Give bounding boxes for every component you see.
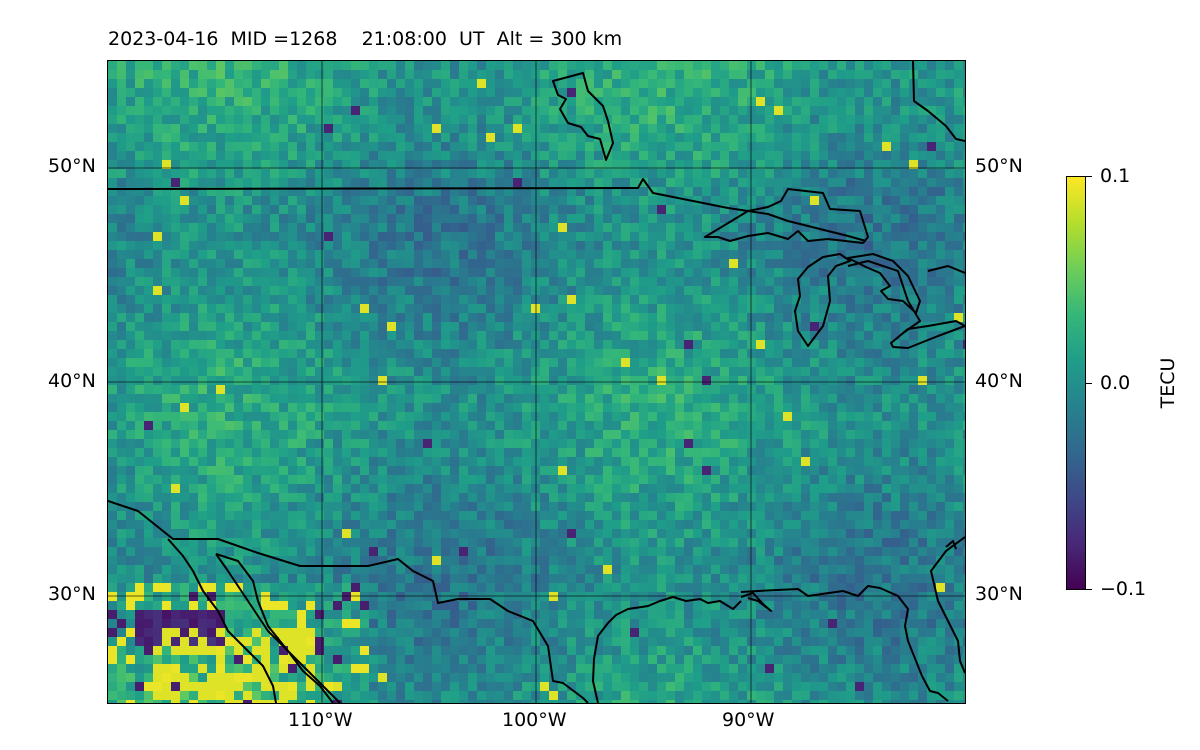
colorbar <box>1066 176 1086 590</box>
colorbar-label-mid: 0.0 <box>1100 372 1131 394</box>
lat-label-50-right: 50°N <box>975 155 1023 177</box>
tec-map-svg <box>108 61 965 703</box>
lake-michigan <box>794 253 851 347</box>
lat-label-40-left: 40°N <box>48 370 96 392</box>
baja-peninsula <box>167 538 277 703</box>
lat-label-30-left: 30°N <box>48 583 96 605</box>
map-gridlines <box>108 61 965 703</box>
lake-erie <box>890 320 965 349</box>
colorbar-tick-max <box>1086 176 1092 177</box>
lat-label-50-left: 50°N <box>48 155 96 177</box>
plot-title: 2023-04-16 MID =1268 21:08:00 UT Alt = 3… <box>108 28 623 50</box>
lon-label-100w: 100°W <box>502 709 567 731</box>
gulf-of-california <box>215 553 334 703</box>
lat-label-40-right: 40°N <box>975 370 1023 392</box>
lake-superior <box>704 188 869 244</box>
coastlines <box>108 61 965 703</box>
michigan-east-shore <box>847 260 921 334</box>
colorbar-title: TECU <box>1157 357 1179 409</box>
colorbar-label-max: 0.1 <box>1100 165 1131 187</box>
tec-map <box>108 61 965 703</box>
colorbar-label-min: −0.1 <box>1100 578 1147 600</box>
texas-gulf-coast <box>592 596 742 703</box>
lake-huron-east <box>927 265 965 274</box>
carolina-tip <box>945 540 957 550</box>
lon-label-90w: 90°W <box>722 709 775 731</box>
lon-label-110w: 110°W <box>288 709 353 731</box>
colorbar-tick-mid <box>1086 383 1092 384</box>
hudson-bay-coast <box>552 72 614 161</box>
atlantic-coast <box>930 536 965 674</box>
us-mexico-border <box>108 500 589 703</box>
tec-heatmap <box>108 61 965 703</box>
mexico-west-coast <box>215 553 341 703</box>
hudson-east-coast <box>912 61 965 142</box>
lake-huron <box>847 253 921 314</box>
lat-label-30-right: 30°N <box>975 583 1023 605</box>
colorbar-tick-min <box>1086 589 1092 590</box>
